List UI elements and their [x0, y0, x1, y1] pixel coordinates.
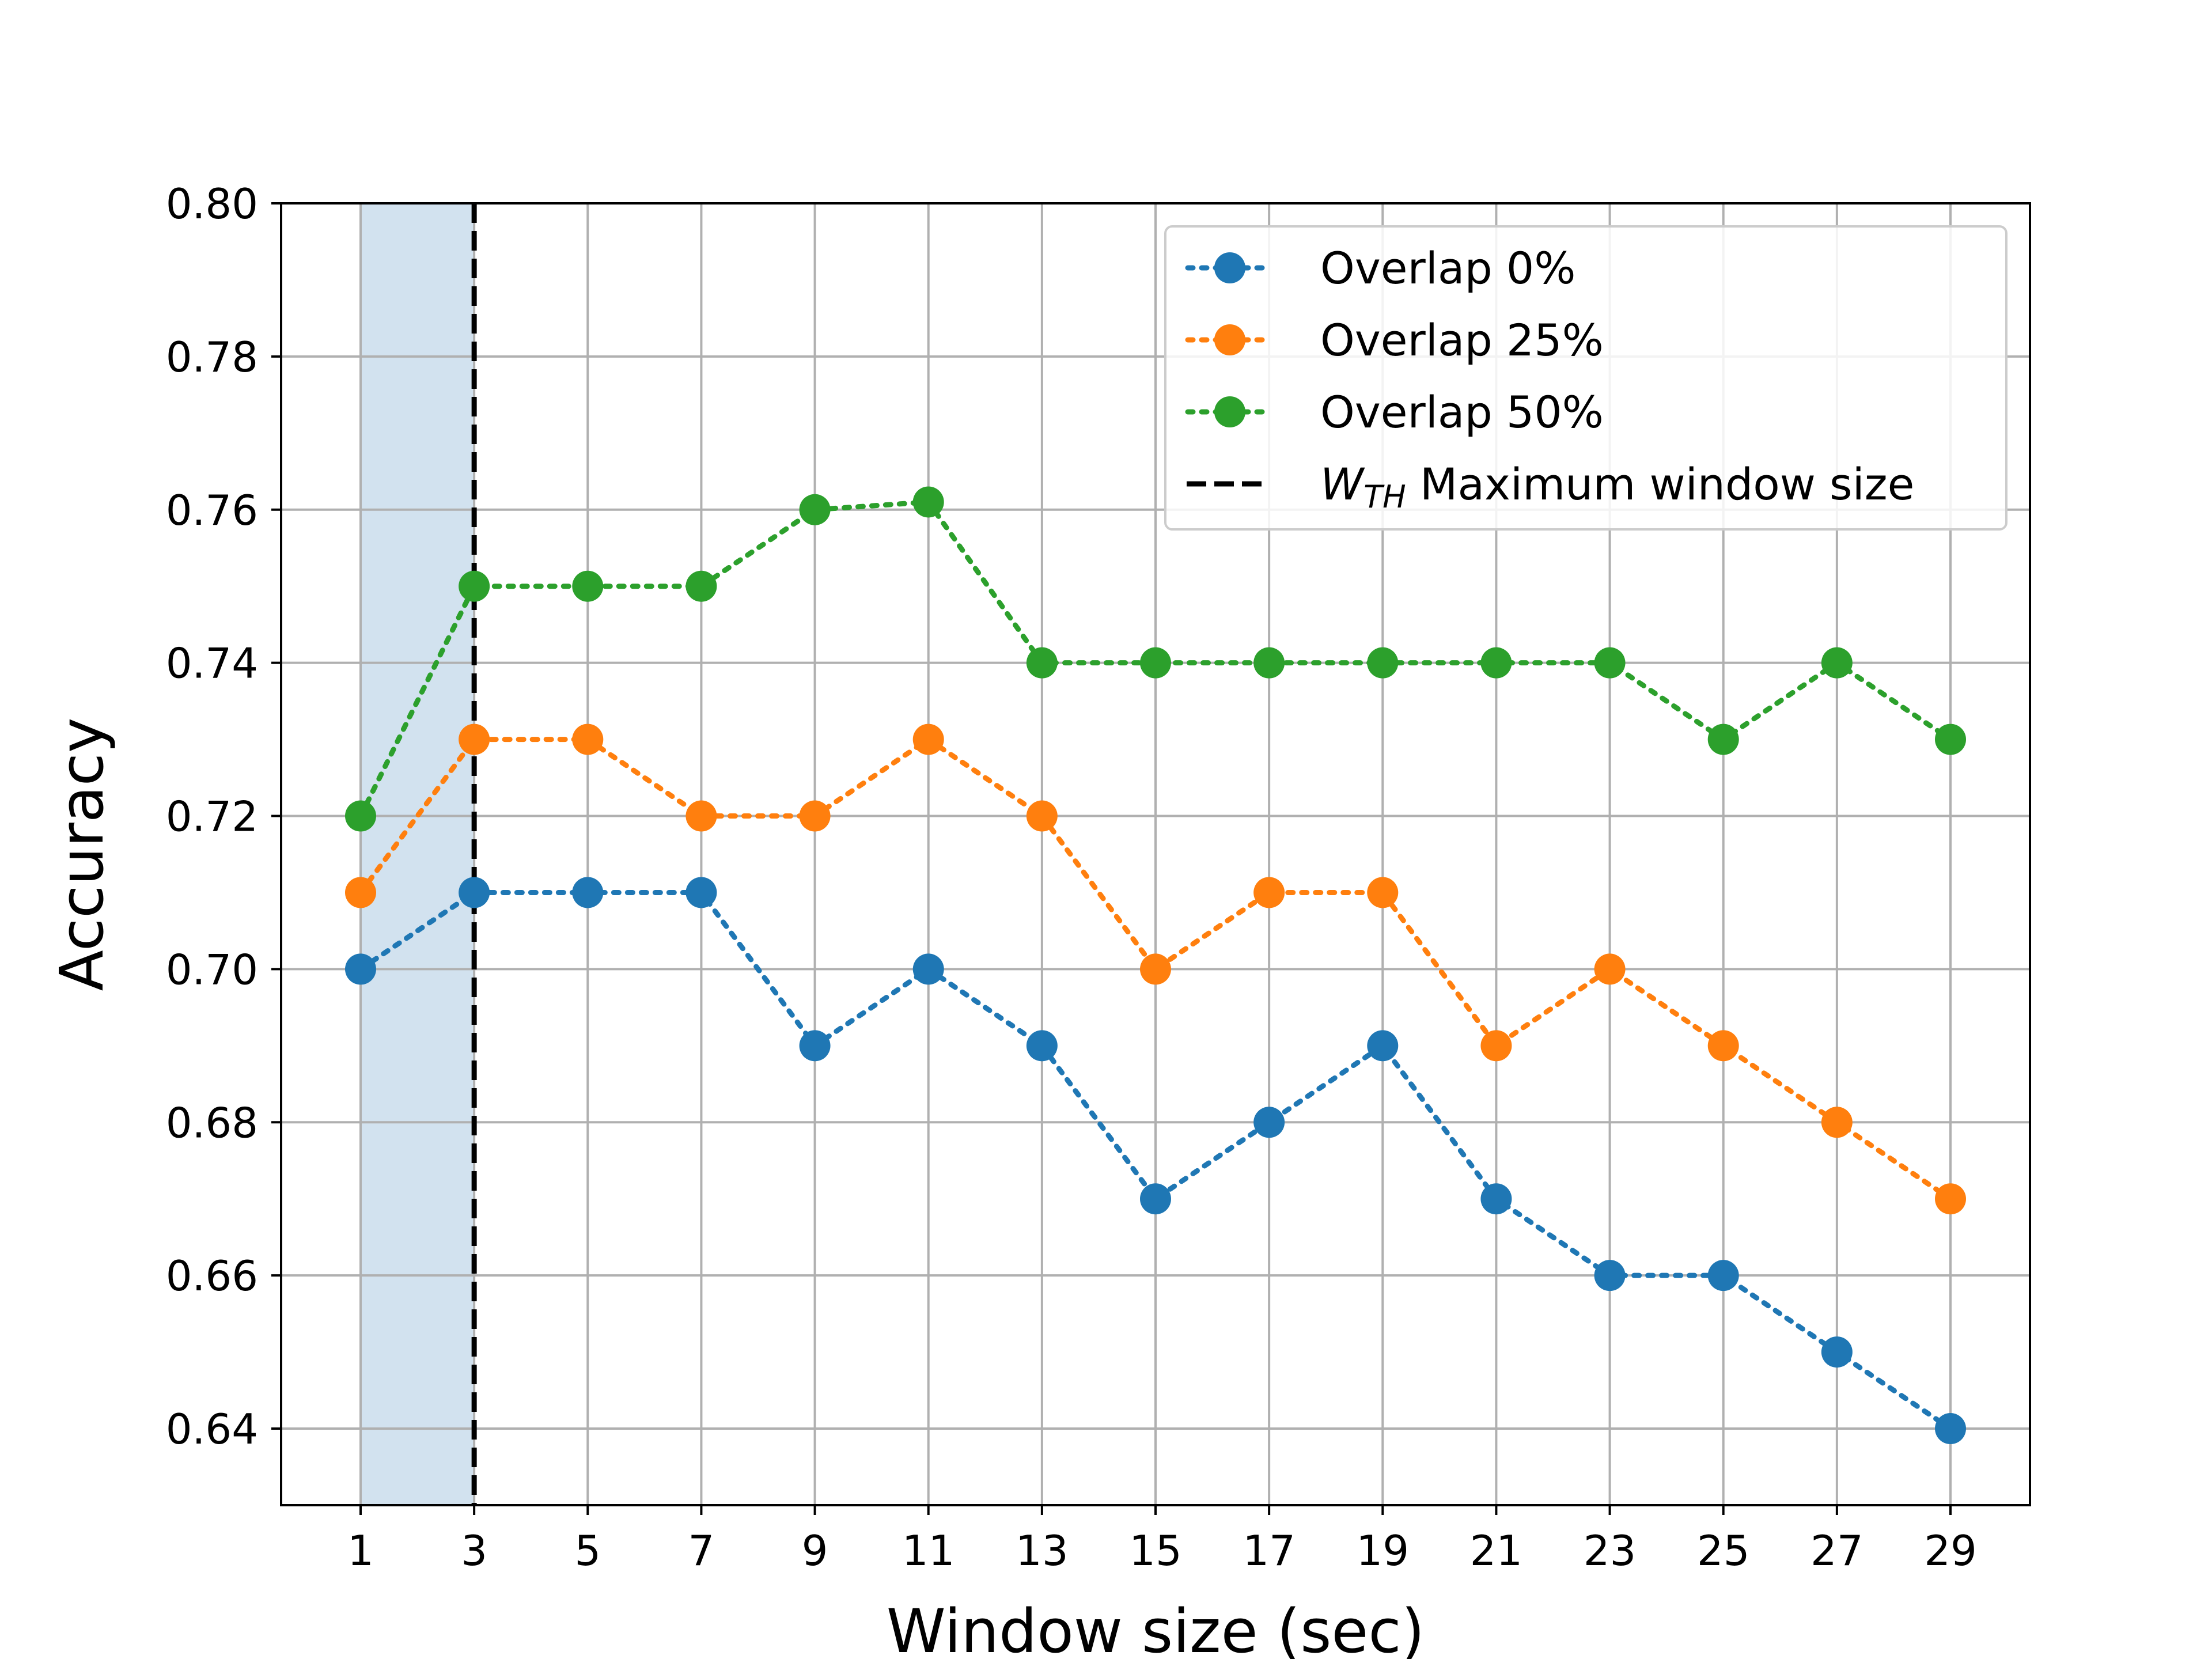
legend-marker-swatch	[1214, 252, 1245, 283]
data-point	[1253, 647, 1285, 679]
x-tick-label: 9	[802, 1527, 828, 1575]
y-tick-label: 0.74	[166, 639, 258, 688]
data-point	[572, 877, 604, 908]
data-point	[1594, 647, 1626, 679]
legend-entry: WTH Maximum window size	[1187, 459, 1914, 515]
data-point	[912, 486, 944, 518]
data-point	[1707, 1260, 1739, 1291]
legend-label: Overlap 25%	[1320, 315, 1604, 366]
data-point	[459, 570, 490, 602]
legend-label: Overlap 0%	[1320, 243, 1575, 294]
series-line	[358, 889, 1953, 1431]
data-point	[912, 953, 944, 985]
series-layer	[345, 486, 1966, 1445]
data-point	[1140, 647, 1171, 679]
data-point	[685, 800, 717, 832]
y-tick-label: 0.80	[166, 180, 258, 228]
data-point	[1367, 1030, 1399, 1062]
legend-box	[1164, 225, 2008, 531]
data-point	[459, 877, 490, 908]
y-tick-label: 0.66	[166, 1252, 258, 1300]
data-point	[345, 953, 376, 985]
y-tick-label: 0.78	[166, 333, 258, 381]
data-point	[1480, 647, 1512, 679]
data-point	[1480, 1183, 1512, 1215]
series-3	[345, 486, 1966, 832]
data-point	[1140, 953, 1171, 985]
y-tick-label: 0.72	[166, 793, 258, 841]
x-tick-label: 5	[574, 1527, 601, 1575]
x-tick-label: 19	[1356, 1527, 1409, 1575]
y-tick-label: 0.76	[166, 486, 258, 535]
x-tick-label: 15	[1129, 1527, 1182, 1575]
data-point	[1594, 953, 1626, 985]
data-point	[1821, 1336, 1853, 1368]
data-point	[1253, 1107, 1285, 1138]
x-tick-label: 13	[1016, 1527, 1069, 1575]
x-tick-label: 1	[347, 1527, 374, 1575]
y-tick-label: 0.64	[166, 1405, 258, 1453]
data-point	[1935, 724, 1966, 755]
data-point	[1026, 1030, 1058, 1062]
legend-marker-swatch	[1214, 396, 1245, 427]
x-tick-label: 25	[1697, 1527, 1750, 1575]
series-1	[345, 877, 1966, 1445]
x-tick-label: 3	[461, 1527, 487, 1575]
x-tick-label: 21	[1470, 1527, 1523, 1575]
data-point	[1935, 1183, 1966, 1215]
legend-marker-swatch	[1214, 324, 1245, 355]
data-point	[345, 877, 376, 908]
data-point	[1253, 877, 1285, 908]
x-tick-label: 27	[1810, 1527, 1863, 1575]
data-point	[1821, 1107, 1853, 1138]
x-tick-label: 7	[688, 1527, 715, 1575]
data-point	[912, 724, 944, 755]
x-tick-label: 17	[1243, 1527, 1296, 1575]
data-point	[345, 800, 376, 832]
shaded-region	[361, 203, 475, 1505]
data-point	[799, 800, 831, 832]
series-line	[358, 736, 1953, 1202]
data-point	[685, 877, 717, 908]
data-point	[1026, 647, 1058, 679]
legend-entry: Overlap 25%	[1185, 315, 1604, 366]
tick-layer: 1 3 5 7 9 11 13 15 17 19 21 23 25 27 290.640.660.680.7…	[166, 180, 1977, 1575]
data-point	[1367, 647, 1399, 679]
data-point	[1026, 800, 1058, 832]
y-axis-title: Accuracy	[47, 718, 117, 991]
data-point	[572, 570, 604, 602]
y-tick-label: 0.70	[166, 945, 258, 994]
legend: Overlap 0% Overlap 25% Overlap 50% WTH Maxi…	[1164, 225, 2008, 531]
data-point	[1935, 1413, 1966, 1445]
data-point	[1140, 1183, 1171, 1215]
data-point	[1707, 724, 1739, 755]
x-axis-title: Window size (sec)	[887, 1596, 1425, 1659]
data-point	[1594, 1260, 1626, 1291]
data-point	[459, 724, 490, 755]
data-point	[685, 570, 717, 602]
shaded-region-layer	[361, 203, 475, 1505]
data-point	[1707, 1030, 1739, 1062]
legend-entry: Overlap 50%	[1185, 387, 1604, 438]
data-point	[799, 1030, 831, 1062]
x-tick-label: 11	[902, 1527, 955, 1575]
legend-label: WTH Maximum window size	[1320, 459, 1914, 515]
y-tick-label: 0.68	[166, 1099, 258, 1147]
x-tick-label: 29	[1924, 1527, 1977, 1575]
data-point	[799, 494, 831, 525]
data-point	[1821, 647, 1853, 679]
x-tick-label: 23	[1584, 1527, 1637, 1575]
data-point	[572, 724, 604, 755]
legend-label: Overlap 50%	[1320, 387, 1604, 438]
legend-entry: Overlap 0%	[1185, 243, 1575, 294]
data-point	[1367, 877, 1399, 908]
data-point	[1480, 1030, 1512, 1062]
series-2	[345, 724, 1966, 1215]
